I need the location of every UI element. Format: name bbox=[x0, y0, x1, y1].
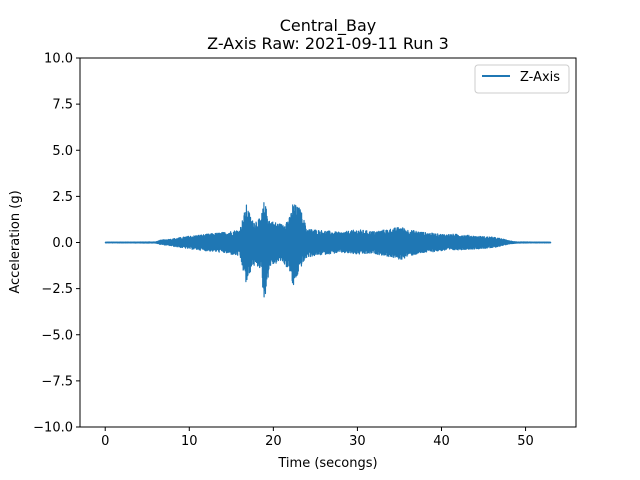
y-tick-label: −7.5 bbox=[41, 374, 73, 389]
x-tick-label: 30 bbox=[349, 434, 366, 449]
y-tick-label: 10.0 bbox=[44, 52, 73, 67]
x-tick-label: 50 bbox=[517, 434, 534, 449]
legend-box bbox=[474, 64, 570, 94]
y-tick-label: −10.0 bbox=[33, 421, 73, 436]
y-tick-label: −2.5 bbox=[41, 282, 73, 297]
x-tick-label: 0 bbox=[101, 434, 109, 449]
x-tick-label: 20 bbox=[265, 434, 282, 449]
y-axis-label: Acceleration (g) bbox=[8, 190, 23, 293]
y-tick-label: −5.0 bbox=[41, 328, 73, 343]
series-line-z-axis bbox=[104, 202, 552, 298]
x-tick-label: 40 bbox=[433, 434, 450, 449]
x-axis-label: Time (secongs) bbox=[277, 456, 377, 471]
chart-subtitle: Z-Axis Raw: 2021-09-11 Run 3 bbox=[207, 34, 449, 53]
legend-label: Z-Axis bbox=[520, 70, 560, 85]
x-tick-label: 10 bbox=[181, 434, 198, 449]
plot-area bbox=[104, 202, 552, 298]
y-tick-label: 7.5 bbox=[52, 98, 73, 113]
y-axis-ticks: −10.0 −7.5 −5.0 −2.5 0.0 2.5 5.0 7.5 10.0 bbox=[33, 52, 80, 436]
chart-title: Central_Bay bbox=[280, 16, 377, 36]
x-axis-ticks: 0 10 20 30 40 50 bbox=[101, 427, 534, 449]
y-tick-label: 2.5 bbox=[52, 190, 73, 205]
y-tick-label: 0.0 bbox=[52, 236, 73, 251]
y-tick-label: 5.0 bbox=[52, 144, 73, 159]
legend: Z-Axis bbox=[474, 64, 570, 94]
